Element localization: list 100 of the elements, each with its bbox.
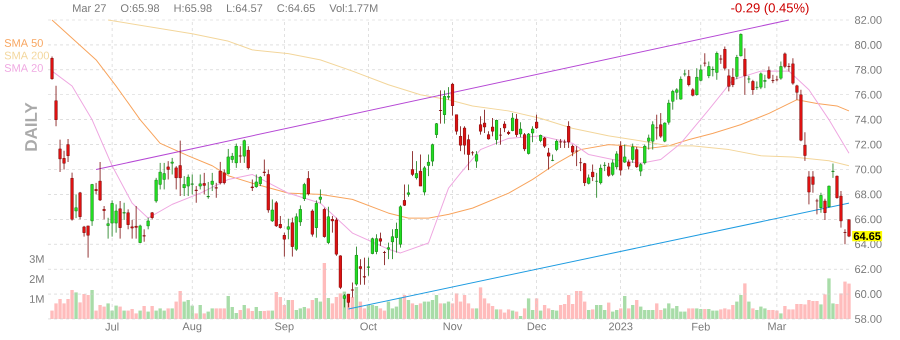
bar bbox=[270, 310, 274, 319]
bar bbox=[162, 310, 166, 319]
candlestick bbox=[751, 79, 754, 96]
candlestick bbox=[250, 179, 254, 192]
bar bbox=[542, 304, 546, 319]
x-tick-label: Aug bbox=[182, 322, 202, 332]
candlestick bbox=[122, 202, 126, 220]
bar bbox=[739, 294, 743, 319]
bar bbox=[747, 302, 751, 319]
candlestick bbox=[555, 139, 558, 152]
candlestick bbox=[819, 192, 823, 214]
candlestick bbox=[114, 204, 118, 234]
bar bbox=[627, 308, 630, 319]
annotation: 64.65 bbox=[854, 232, 881, 240]
candlestick bbox=[170, 158, 174, 175]
candlestick bbox=[827, 185, 831, 208]
bar bbox=[210, 308, 214, 319]
bar bbox=[202, 313, 206, 319]
bar bbox=[358, 302, 362, 319]
bar bbox=[510, 310, 514, 319]
bar bbox=[310, 300, 314, 319]
candlestick bbox=[262, 159, 266, 176]
text: -0.29 (0.45%) bbox=[731, 2, 809, 16]
bar bbox=[538, 310, 542, 319]
candlestick bbox=[639, 162, 642, 176]
bar bbox=[130, 308, 134, 319]
candlestick bbox=[178, 140, 182, 196]
bar bbox=[142, 306, 146, 319]
candlestick bbox=[811, 170, 815, 194]
x-tick-label: Mar bbox=[768, 322, 786, 330]
candlestick bbox=[707, 61, 710, 79]
candlestick bbox=[410, 150, 414, 176]
bar bbox=[611, 312, 614, 319]
bar bbox=[771, 310, 775, 319]
bar bbox=[795, 304, 799, 319]
bar bbox=[526, 298, 530, 319]
candlestick bbox=[146, 217, 150, 230]
bar bbox=[106, 303, 110, 319]
bar bbox=[506, 309, 510, 319]
bar bbox=[250, 310, 254, 319]
bar bbox=[558, 304, 562, 319]
bar bbox=[294, 310, 298, 319]
bar bbox=[631, 304, 634, 319]
candlestick bbox=[438, 90, 442, 124]
bar bbox=[779, 313, 783, 319]
candlestick bbox=[62, 150, 66, 170]
candlestick bbox=[86, 226, 90, 258]
candlestick bbox=[118, 200, 122, 240]
candlestick bbox=[58, 139, 62, 172]
candlestick bbox=[619, 140, 622, 176]
candlestick bbox=[607, 162, 610, 178]
bar bbox=[767, 310, 771, 319]
y-tick-label: 60.00 bbox=[855, 290, 882, 298]
line-series bbox=[52, 70, 850, 254]
candlestick bbox=[214, 182, 218, 198]
bar bbox=[206, 312, 210, 319]
bar bbox=[126, 310, 130, 319]
candlestick bbox=[78, 192, 82, 220]
candlestick bbox=[478, 116, 482, 136]
bar bbox=[675, 306, 678, 319]
candlestick bbox=[414, 160, 418, 180]
candlestick bbox=[198, 174, 202, 190]
candlestick bbox=[102, 206, 106, 220]
bar bbox=[719, 309, 723, 319]
candlestick bbox=[663, 122, 666, 143]
y-tick-label: 80.00 bbox=[854, 41, 882, 49]
x-tick-label: Sep bbox=[275, 322, 294, 332]
bar bbox=[166, 308, 170, 319]
candlestick bbox=[166, 160, 170, 180]
candlestick bbox=[406, 184, 410, 198]
candlestick bbox=[587, 174, 590, 185]
bar bbox=[595, 304, 598, 319]
candlestick bbox=[366, 257, 370, 276]
bar bbox=[386, 302, 390, 319]
bar bbox=[763, 308, 767, 319]
candlestick bbox=[370, 237, 374, 255]
candlestick bbox=[831, 163, 835, 178]
bar bbox=[134, 313, 138, 319]
text: Vol:1.77M bbox=[329, 4, 378, 12]
bar bbox=[186, 300, 190, 319]
candlestick bbox=[246, 146, 250, 170]
candlestick bbox=[823, 198, 827, 220]
candlestick bbox=[450, 82, 454, 116]
bar bbox=[246, 308, 250, 319]
bar bbox=[707, 308, 710, 319]
candlestick bbox=[759, 72, 762, 90]
candlestick bbox=[426, 154, 430, 176]
bar bbox=[683, 312, 686, 319]
candlestick bbox=[551, 154, 554, 162]
candlestick bbox=[703, 52, 706, 67]
bar bbox=[695, 308, 698, 319]
candlestick bbox=[434, 122, 438, 138]
bar bbox=[574, 290, 578, 319]
bar bbox=[799, 304, 803, 319]
candlestick bbox=[635, 146, 638, 168]
bar bbox=[751, 308, 755, 319]
candlestick bbox=[362, 257, 366, 286]
candlestick bbox=[847, 219, 851, 238]
candlestick bbox=[575, 146, 578, 167]
bar bbox=[274, 292, 278, 319]
